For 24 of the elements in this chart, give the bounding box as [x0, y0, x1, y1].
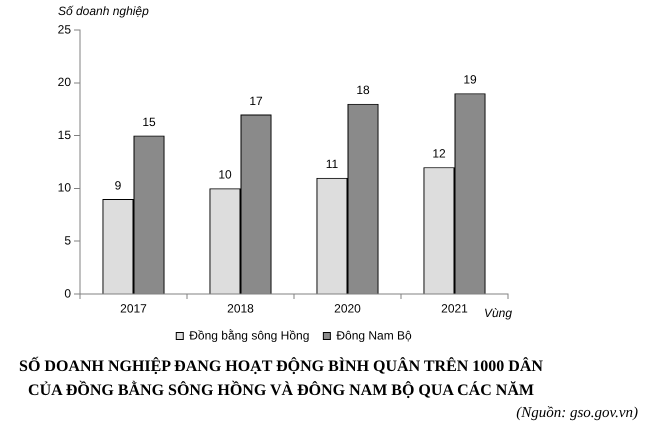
y-tick-label: 25 [58, 22, 72, 36]
data-label: 11 [326, 157, 339, 172]
x-tick-label: 2018 [227, 302, 254, 316]
x-tick-label: 2021 [441, 302, 468, 316]
y-tick-label: 10 [58, 180, 72, 195]
x-tick-label: 2017 [120, 302, 148, 316]
y-tick-label: 5 [64, 234, 72, 248]
data-label: 9 [114, 178, 122, 192]
data-label: 17 [249, 94, 264, 108]
x-tick-label: 2020 [334, 302, 362, 316]
y-tick-label: 20 [58, 75, 72, 90]
data-label: 12 [432, 146, 446, 161]
data-label: 15 [142, 114, 156, 129]
y-axis-title: Số doanh nghiệp [58, 4, 149, 18]
legend-label: Đông Nam Bộ [336, 328, 412, 342]
y-tick-label: 0 [64, 286, 72, 300]
data-label: 18 [356, 83, 370, 98]
data-label: 19 [463, 72, 478, 87]
text: (Nguồn: gso.gov.vn) [516, 404, 638, 422]
x-axis-title: Vùng [484, 306, 512, 320]
data-label: 10 [218, 168, 232, 182]
y-tick-label: 15 [58, 128, 72, 142]
legend-label: Đồng bằng sông Hồng [189, 328, 310, 342]
text: SỐ DOANH NGHIỆP ĐANG HOẠT ĐỘNG BÌNH QUÂN TRÊN 1000 DÂN CỦA ĐỒNG BẰNG SÔNG HỒNG VÀ ĐÔNG NAM BỘ QUA CÁC NĂM [18, 356, 544, 401]
